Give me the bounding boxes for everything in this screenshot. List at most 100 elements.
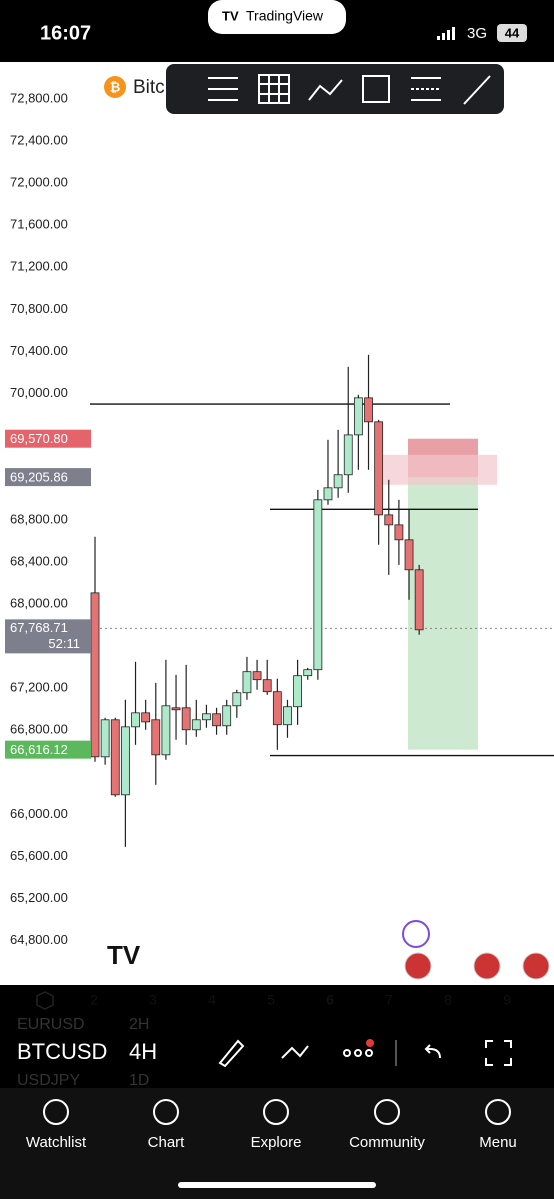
- x-tick-label: 9: [503, 992, 511, 1008]
- network: 3G: [467, 25, 487, 42]
- event-icon[interactable]: [402, 920, 430, 948]
- nav-label[interactable]: Watchlist: [26, 1134, 87, 1151]
- candle-body: [343, 434, 353, 476]
- candle-body: [313, 499, 323, 671]
- nav-label[interactable]: Chart: [148, 1134, 186, 1151]
- symbol-panel: [0, 1015, 554, 1088]
- candle-body: [384, 514, 394, 526]
- candle-body: [323, 487, 333, 501]
- y-tick-label: 66,000.00: [10, 806, 68, 821]
- panel-icons: [218, 1039, 512, 1068]
- candle-body: [100, 719, 110, 758]
- y-tick-label: 65,200.00: [10, 890, 68, 905]
- watermark: TV: [107, 940, 141, 970]
- signal: [437, 27, 455, 40]
- current-price-box: [5, 619, 91, 654]
- nav-bar: [0, 1088, 554, 1199]
- candle-body: [262, 679, 272, 693]
- candle-body: [90, 592, 100, 758]
- nav-icon: [153, 1099, 179, 1125]
- candle-body: [293, 675, 303, 708]
- time: 16:07: [40, 22, 91, 44]
- candle-body: [232, 692, 242, 707]
- app-badge: [208, 0, 346, 34]
- nav-icon: [374, 1099, 400, 1125]
- x-tick-label: 3: [149, 992, 157, 1008]
- candle-body: [212, 713, 221, 727]
- nav-label[interactable]: Menu: [479, 1134, 517, 1151]
- price-label: 69,570.80: [10, 431, 68, 446]
- symbol-name: Bitc: [133, 77, 165, 98]
- candle-body: [394, 524, 404, 541]
- price-label-box: [5, 740, 91, 759]
- nav-label[interactable]: Explore: [251, 1134, 302, 1151]
- event-flag[interactable]: [522, 952, 550, 980]
- countdown: 52:11: [48, 636, 80, 651]
- nav-label[interactable]: Community: [349, 1134, 425, 1151]
- x-tick-label: 5: [267, 992, 275, 1008]
- y-tick-label: 67,200.00: [10, 680, 68, 695]
- candle-body: [222, 705, 232, 727]
- price-label: 66,616.12: [10, 742, 68, 757]
- y-tick-label: 66,800.00: [10, 722, 68, 737]
- interval: 1D: [129, 1072, 149, 1089]
- y-tick-label: 70,800.00: [10, 301, 68, 316]
- highlight-zone: [380, 454, 497, 485]
- y-tick-label: 70,400.00: [10, 343, 68, 358]
- interval: 4H: [129, 1039, 157, 1064]
- candle-body: [181, 707, 191, 731]
- nav-icon: [43, 1099, 69, 1125]
- y-tick-label: 68,400.00: [10, 553, 68, 568]
- price-label-box: [5, 468, 91, 487]
- nav-icon: [263, 1099, 289, 1125]
- event-flag[interactable]: [404, 952, 432, 980]
- candle-body: [353, 397, 363, 436]
- candle-body: [283, 706, 292, 726]
- symbol[interactable]: USDJPY: [17, 1072, 80, 1089]
- y-tick-label: 71,600.00: [10, 217, 68, 232]
- interval: 2H: [129, 1016, 149, 1033]
- y-tick-label: 72,000.00: [10, 174, 68, 189]
- y-tick-label: 64,800.00: [10, 932, 68, 947]
- symbol-list: EURUSD 2H BTCUSD 4H USDJPY 1D: [17, 1016, 157, 1089]
- badge-logo: TV: [222, 8, 239, 23]
- candle-body: [202, 713, 211, 721]
- price-label: 69,205.86: [10, 470, 68, 485]
- candle-body: [272, 691, 282, 726]
- y-tick-label: 70,000.00: [10, 385, 68, 400]
- plot: 72,800.00 72,400.00 72,000.00 71,600.00 71,2…: [5, 90, 554, 1008]
- badge-text: TradingView: [246, 8, 324, 24]
- candle-body: [120, 726, 130, 796]
- candle-body: [171, 707, 181, 711]
- coin-glyph: ₿: [110, 79, 121, 94]
- symbol[interactable]: EURUSD: [17, 1016, 85, 1033]
- candle-body: [333, 474, 343, 489]
- candle-body: [404, 539, 414, 571]
- symbol[interactable]: BTCUSD: [17, 1039, 107, 1064]
- nav-items: Watchlist Chart Explore Community Menu: [26, 1099, 517, 1151]
- y-tick-label: 71,200.00: [10, 259, 68, 274]
- candle-body: [110, 719, 120, 796]
- candle-body: [374, 421, 384, 516]
- coin-icon: [104, 76, 126, 98]
- candle-body: [364, 397, 373, 423]
- candle-body: [191, 719, 201, 731]
- candle-body: [151, 719, 161, 756]
- candle-body: [131, 712, 140, 728]
- candle-body: [414, 569, 424, 631]
- candle-body: [252, 671, 262, 681]
- y-tick-label: 65,600.00: [10, 848, 68, 863]
- candle-body: [161, 705, 171, 756]
- event-flag[interactable]: [473, 952, 501, 980]
- notification-dot: [366, 1039, 374, 1047]
- price-label-box: [5, 429, 91, 448]
- battery: [497, 24, 527, 42]
- x-tick-label: 8: [444, 992, 452, 1008]
- y-tick-label: 68,800.00: [10, 511, 68, 526]
- nav-icon: [485, 1099, 511, 1125]
- settings-icon[interactable]: [36, 991, 54, 1010]
- x-tick-label: 7: [385, 992, 393, 1008]
- candle-body: [303, 669, 313, 677]
